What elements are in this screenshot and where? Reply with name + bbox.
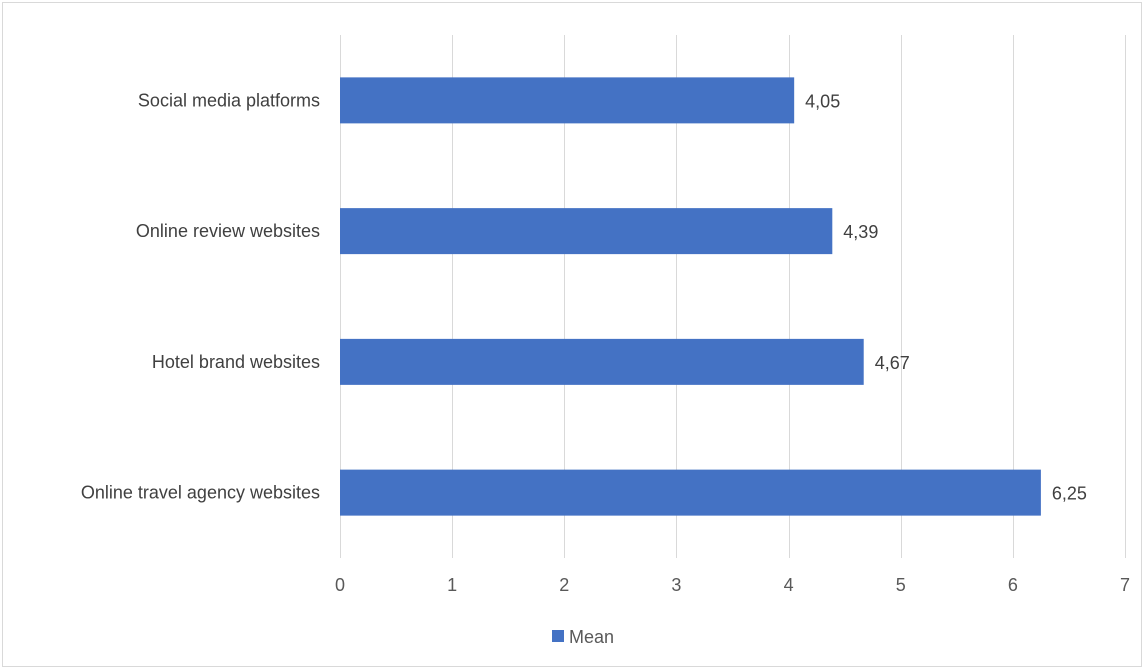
category-label: Social media platforms <box>138 90 320 110</box>
bar <box>340 77 795 124</box>
data-label: 4,39 <box>843 222 878 242</box>
x-tick-label: 7 <box>1120 575 1130 595</box>
legend-label: Mean <box>569 627 614 647</box>
category-label: Online travel agency websites <box>81 483 320 503</box>
category-label: Hotel brand websites <box>152 352 320 372</box>
category-labels: Social media platforms Online review webs… <box>81 90 320 502</box>
x-tick-label: 6 <box>1008 575 1018 595</box>
x-tick-label: 5 <box>896 575 906 595</box>
x-tick-label: 1 <box>447 575 457 595</box>
bar <box>340 469 1041 516</box>
data-label: 4,67 <box>875 353 910 373</box>
x-tick-label: 3 <box>671 575 681 595</box>
x-tick-label: 2 <box>559 575 569 595</box>
data-label: 6,25 <box>1052 484 1087 504</box>
category-label: Online review websites <box>136 221 320 241</box>
data-labels: 4,05 4,39 4,67 6,25 <box>805 91 1087 503</box>
bar <box>340 338 864 385</box>
x-tick-label: 0 <box>335 575 345 595</box>
legend-swatch <box>552 630 564 642</box>
data-label: 4,05 <box>805 91 840 111</box>
legend: Mean <box>552 627 614 647</box>
x-tick-label: 4 <box>784 575 794 595</box>
x-axis-tick-labels: 0 1 2 3 4 5 6 7 <box>335 575 1130 595</box>
bar <box>340 208 833 255</box>
bars <box>340 77 1041 516</box>
